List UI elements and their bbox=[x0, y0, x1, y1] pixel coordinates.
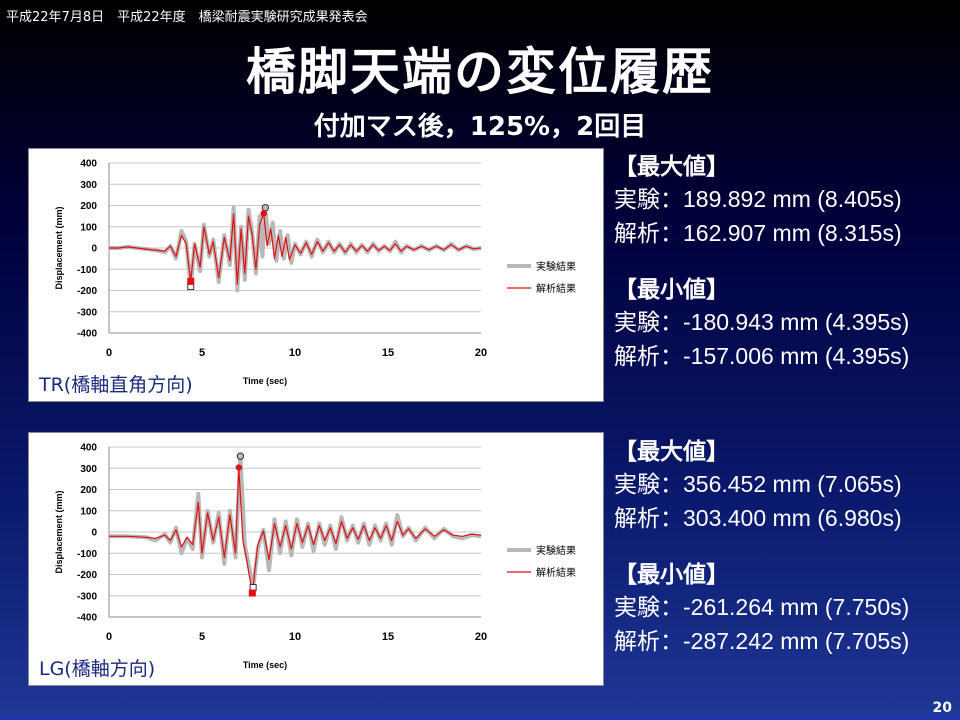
max-exp-value: 189.892 mm (8.405s) bbox=[683, 186, 902, 212]
max-marker-experiment bbox=[261, 203, 270, 212]
y-axis-label: Displacement (mm) bbox=[54, 206, 64, 289]
ana-label: 解析： bbox=[614, 344, 683, 370]
min-ana-row: 解析：-287.242 mm (7.705s) bbox=[614, 625, 909, 659]
x-tick-label: 20 bbox=[475, 631, 487, 643]
x-tick-label: 0 bbox=[106, 347, 112, 359]
y-tick-label: 100 bbox=[80, 506, 97, 517]
min-exp-value: -180.943 mm (4.395s) bbox=[683, 309, 910, 335]
series-line bbox=[109, 205, 482, 293]
y-tick-label: 300 bbox=[80, 464, 97, 475]
x-tick-label: 20 bbox=[475, 347, 487, 359]
y-tick-label: 300 bbox=[80, 180, 97, 191]
chart-lg: 400 300 200 100 0 -100 -200 -300 -400 0 5 10 15 20 Tim… bbox=[54, 443, 576, 671]
chart-panel-tr: 400 300 200 100 0 -100 -200 -300 -400 0 5 10 15 20 Tim… bbox=[28, 148, 604, 402]
y-tick-label: 100 bbox=[80, 222, 97, 233]
y-tick-label: -400 bbox=[77, 613, 97, 624]
x-axis-label: Time (sec) bbox=[243, 376, 287, 386]
min-marker-analysis bbox=[248, 589, 256, 597]
max-exp-row: 実験：356.452 mm (7.065s) bbox=[614, 468, 909, 502]
y-tick-label: -100 bbox=[77, 549, 97, 560]
chart-panel-lg: 400 300 200 100 0 -100 -200 -300 -400 0 5 10 15 20 Tim… bbox=[28, 432, 604, 686]
max-exp-row: 実験：189.892 mm (8.405s) bbox=[614, 183, 909, 217]
exp-label: 実験： bbox=[614, 187, 683, 213]
min-header: 【最小値】 bbox=[614, 561, 729, 587]
ana-label: 解析： bbox=[614, 506, 683, 532]
min-ana-value: -157.006 mm (4.395s) bbox=[683, 343, 910, 369]
series-line bbox=[109, 454, 482, 590]
legend-label: 実験結果 bbox=[536, 260, 576, 273]
max-ana-row: 解析：303.400 mm (6.980s) bbox=[614, 502, 909, 536]
y-tick-label: 0 bbox=[91, 244, 97, 255]
bottom-bar bbox=[0, 714, 960, 720]
y-tick-label: -300 bbox=[77, 307, 97, 318]
y-tick-label: -400 bbox=[77, 329, 97, 340]
chart-caption-lg: LG(橋軸方向) bbox=[39, 658, 156, 680]
y-axis-label: Displacement (mm) bbox=[54, 490, 64, 573]
chart-caption-tr: TR(橋軸直角方向) bbox=[39, 374, 193, 396]
ana-label: 解析： bbox=[614, 629, 683, 655]
min-exp-row: 実験：-180.943 mm (4.395s) bbox=[614, 306, 909, 340]
x-tick-label: 10 bbox=[289, 631, 301, 643]
x-tick-label: 5 bbox=[199, 347, 205, 359]
max-ana-value: 303.400 mm (6.980s) bbox=[683, 505, 902, 531]
min-exp-row: 実験：-261.264 mm (7.750s) bbox=[614, 591, 909, 625]
y-tick-label: -100 bbox=[77, 265, 97, 276]
stats-tr: 【最大値】 実験：189.892 mm (8.405s) 解析：162.907 … bbox=[614, 150, 909, 374]
max-header: 【最大値】 bbox=[614, 153, 729, 179]
legend-label: 解析結果 bbox=[536, 566, 576, 579]
x-tick-label: 15 bbox=[382, 631, 394, 643]
max-exp-value: 356.452 mm (7.065s) bbox=[683, 471, 902, 497]
series-line bbox=[109, 466, 482, 594]
y-tick-label: -200 bbox=[77, 570, 97, 581]
chart-tr: 400 300 200 100 0 -100 -200 -300 -400 0 5 10 15 20 Tim… bbox=[54, 159, 576, 387]
x-tick-label: 10 bbox=[289, 347, 301, 359]
min-exp-value: -261.264 mm (7.750s) bbox=[683, 594, 910, 620]
max-ana-row: 解析：162.907 mm (8.315s) bbox=[614, 217, 909, 251]
y-tick-label: -300 bbox=[77, 591, 97, 602]
stats-lg: 【最大値】 実験：356.452 mm (7.065s) 解析：303.400 … bbox=[614, 435, 909, 659]
x-tick-label: 5 bbox=[199, 631, 205, 643]
y-tick-label: -200 bbox=[77, 286, 97, 297]
y-tick-label: 400 bbox=[80, 443, 97, 454]
min-ana-value: -287.242 mm (7.705s) bbox=[683, 628, 910, 654]
min-header: 【最小値】 bbox=[614, 276, 729, 302]
y-tick-label: 400 bbox=[80, 159, 97, 170]
y-tick-label: 0 bbox=[91, 528, 97, 539]
page-subtitle: 付加マス後，125%，2回目 bbox=[313, 112, 647, 142]
max-ana-value: 162.907 mm (8.315s) bbox=[683, 220, 902, 246]
max-header: 【最大値】 bbox=[614, 438, 729, 464]
page-title: 橋脚天端の変位履歴 bbox=[246, 43, 714, 101]
exp-label: 実験： bbox=[614, 595, 683, 621]
legend-label: 実験結果 bbox=[536, 544, 576, 557]
x-tick-label: 15 bbox=[382, 347, 394, 359]
max-marker-analysis bbox=[235, 464, 243, 471]
min-marker-analysis bbox=[187, 277, 195, 285]
y-tick-label: 200 bbox=[80, 485, 97, 496]
max-marker-analysis bbox=[260, 210, 267, 217]
exp-label: 実験： bbox=[614, 310, 683, 336]
x-axis-label: Time (sec) bbox=[243, 660, 287, 670]
y-tick-label: 200 bbox=[80, 201, 97, 212]
exp-label: 実験： bbox=[614, 472, 683, 498]
x-tick-label: 0 bbox=[106, 631, 112, 643]
page-number: 20 bbox=[932, 700, 952, 716]
ana-label: 解析： bbox=[614, 221, 683, 247]
legend-label: 解析結果 bbox=[536, 282, 576, 295]
header-text: 平成22年7月8日 平成22年度 橋梁耐震実験研究成果発表会 bbox=[6, 10, 368, 25]
min-ana-row: 解析：-157.006 mm (4.395s) bbox=[614, 340, 909, 374]
max-marker-experiment bbox=[236, 452, 245, 460]
